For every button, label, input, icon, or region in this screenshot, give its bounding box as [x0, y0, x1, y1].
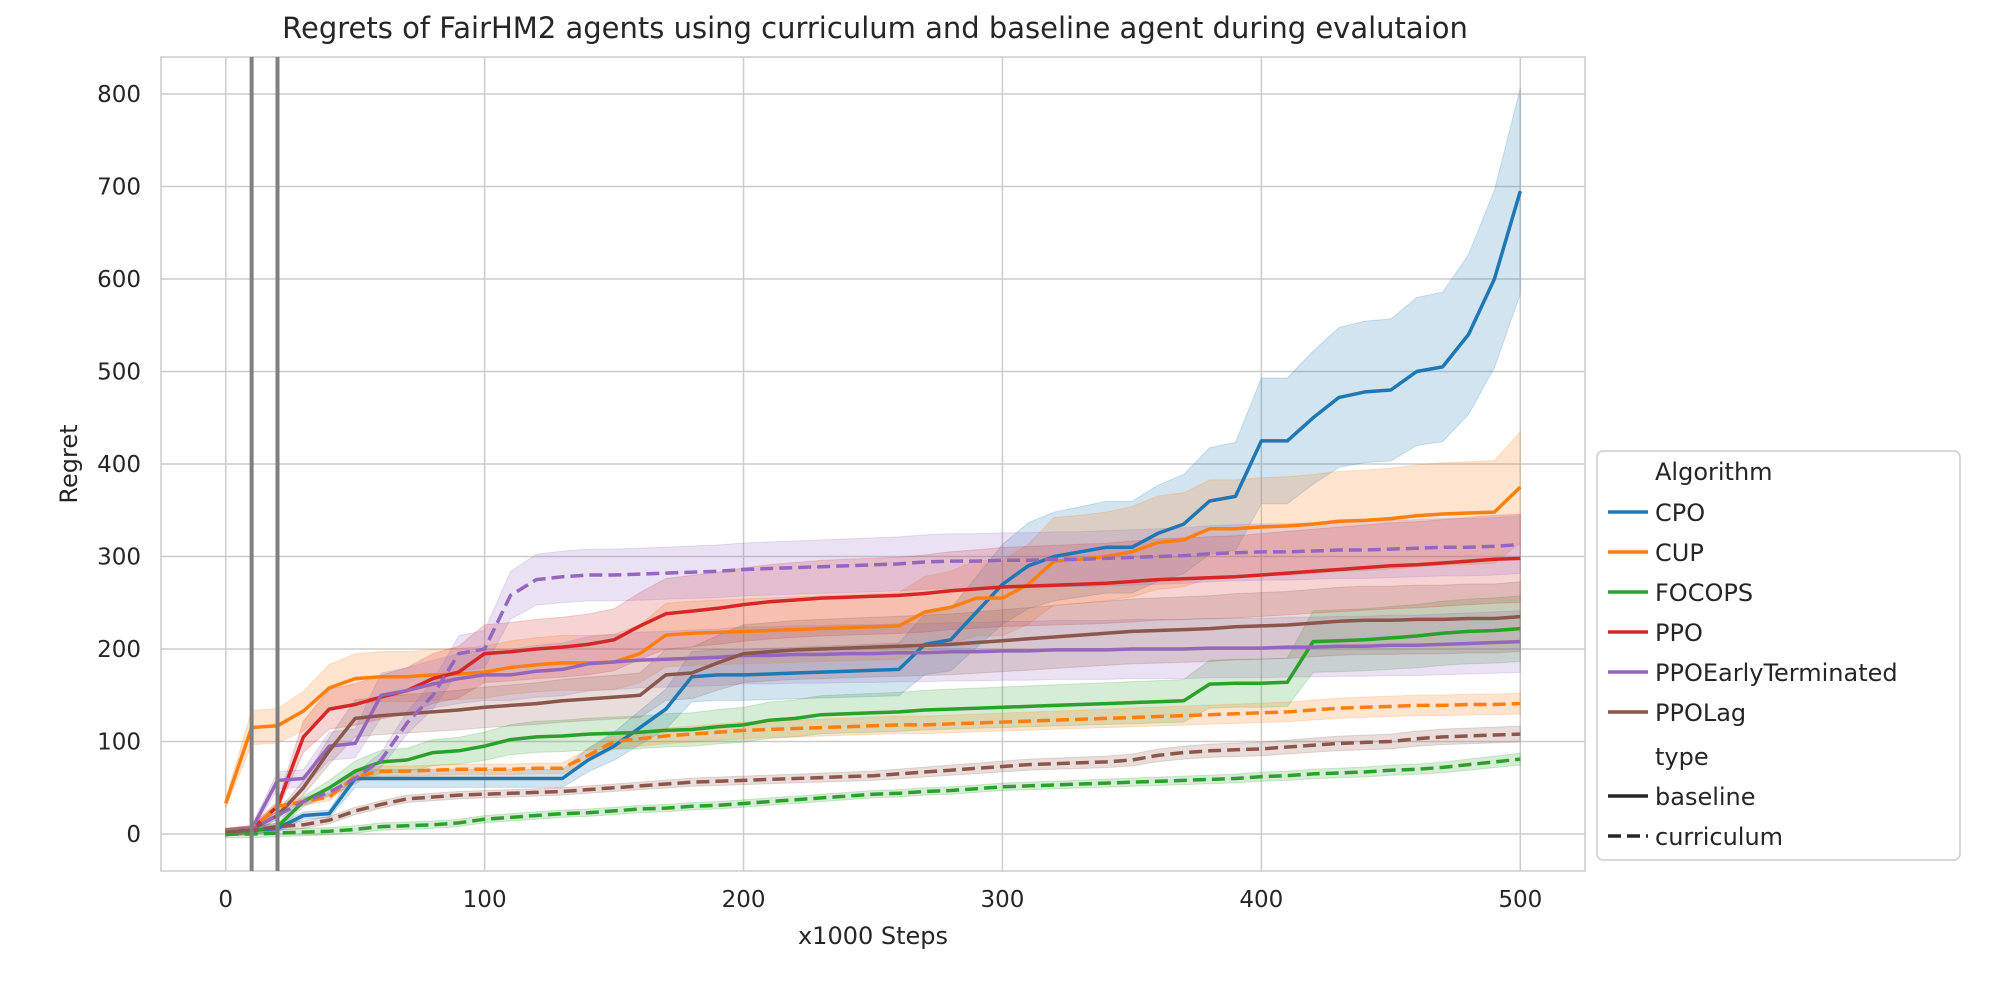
legend-frame — [1596, 450, 1961, 861]
x-tick-label: 100 — [463, 887, 507, 913]
vertical-markers — [249, 57, 280, 871]
line-CUP-baseline — [224, 485, 1522, 805]
band-FOCOPS-baseline — [225, 595, 1521, 837]
legend-curriculum-label: curriculum — [1655, 823, 1783, 851]
line-PPOEarlyTerminated-curriculum — [225, 542, 1521, 834]
axis-ticks: 0 100 200 300 400 500 0 100 200 300 400 500 600 700 80… — [97, 82, 1542, 913]
line-CPO-baseline — [225, 190, 1522, 834]
band-CPO-baseline — [225, 88, 1521, 837]
legend-label-PPOEarlyTerminated: PPOEarlyTerminated — [1655, 659, 1898, 687]
y-tick-label: 800 — [97, 82, 141, 108]
line-CUP-curriculum — [225, 701, 1521, 834]
y-tick-label: 300 — [97, 545, 141, 571]
y-axis-label: Regret — [55, 424, 83, 503]
y-tick-label: 100 — [97, 730, 141, 756]
y-tick-label: 400 — [97, 452, 141, 478]
x-tick-label: 400 — [1239, 887, 1283, 913]
y-tick-label: 200 — [97, 637, 141, 663]
line-PPOLag-curriculum — [225, 732, 1521, 834]
line-PPOLag-baseline — [225, 614, 1521, 834]
line-FOCOPS-baseline — [225, 626, 1521, 834]
legend-style-title: type — [1655, 743, 1709, 771]
legend-label-PPOLag: PPOLag — [1655, 699, 1746, 727]
y-tick-label: 500 — [97, 360, 141, 386]
band-PPOLag-baseline — [225, 581, 1521, 837]
y-tick-label: 0 — [126, 822, 141, 848]
band-PPOEarlyTerminated-curriculum — [225, 514, 1521, 837]
x-tick-label: 0 — [218, 887, 233, 913]
plot-area — [160, 56, 1586, 872]
line-PPO-baseline — [225, 556, 1521, 834]
x-tick-label: 500 — [1498, 887, 1542, 913]
series-lines — [224, 190, 1522, 836]
band-CUP-baseline — [225, 430, 1521, 809]
band-PPOEarlyTerminated-baseline — [225, 610, 1521, 837]
legend: Algorithm CPO CUP FOCOPS PPO PPOEarlyTermina… — [1596, 450, 1961, 861]
legend-baseline-label: baseline — [1655, 783, 1756, 811]
band-PPOLag-curriculum — [225, 725, 1521, 837]
legend-label-FOCOPS: FOCOPS — [1655, 579, 1753, 607]
x-tick-label: 200 — [722, 887, 766, 913]
legend-hue-title: Algorithm — [1655, 458, 1773, 486]
legend-entries: CPO CUP FOCOPS PPO PPOEarlyTerminated PPOLag — [1608, 499, 1898, 727]
x-axis-label: x1000 Steps — [798, 922, 948, 950]
y-tick-label: 600 — [97, 267, 141, 293]
legend-label-PPO: PPO — [1655, 619, 1703, 647]
legend-label-CPO: CPO — [1655, 499, 1705, 527]
line-FOCOPS-curriculum — [225, 757, 1521, 836]
y-tick-label: 700 — [97, 175, 141, 201]
x-tick-label: 300 — [981, 887, 1025, 913]
chart-title: Regrets of FairHM2 agents using curricul… — [282, 11, 1468, 45]
legend-label-CUP: CUP — [1655, 539, 1704, 567]
